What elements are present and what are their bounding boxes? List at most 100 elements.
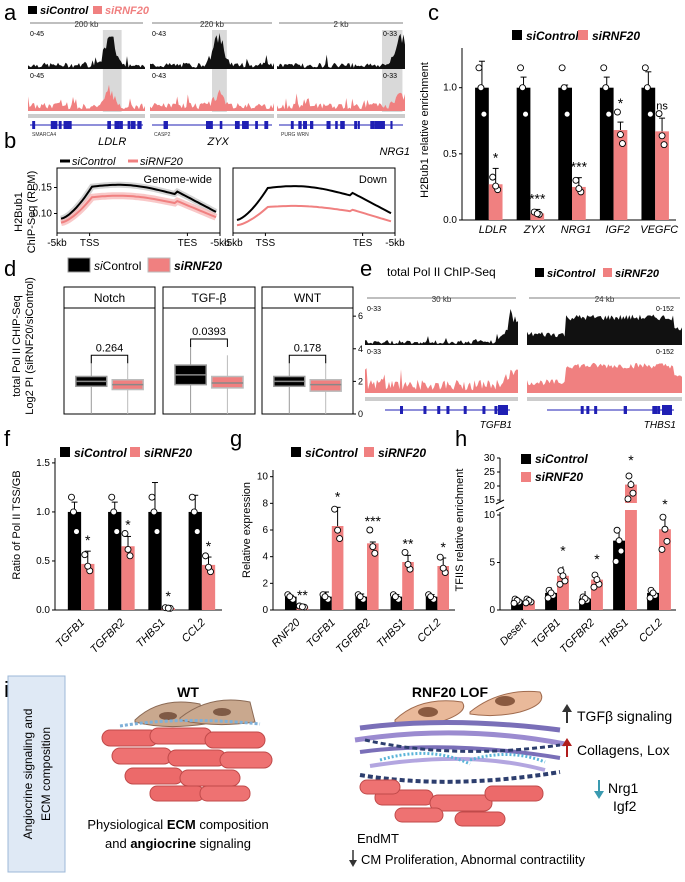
legend-sirnf20-d: siRNF20 [174, 259, 222, 273]
data-point [629, 489, 637, 497]
bar-sirnf20 [655, 131, 669, 220]
legend-sirnf20-f: siRNF20 [144, 446, 192, 460]
bar-sirnf20 [591, 579, 603, 610]
y-tick-label: 1.0 [36, 507, 50, 518]
panel-e-track-1: 30 kb 0-33 0-33 TGFB1 [365, 295, 518, 431]
significance-label: *** [365, 513, 382, 529]
data-point [563, 110, 571, 118]
y-tick-label: 8 [262, 498, 268, 509]
gene-exon [264, 121, 269, 129]
p-value: 0.264 [96, 342, 124, 354]
small-gene-label: SMARCA4 [32, 132, 56, 138]
gene-exon [137, 121, 142, 129]
scale-label: 2 kb [333, 20, 349, 29]
bar-sirnf20 [613, 130, 628, 220]
panel-f-legend: siControl siRNF20 [60, 446, 192, 460]
panel-b-ylabel-2: ChIP-Seq (RPM) [26, 171, 38, 254]
gene-exon [303, 121, 307, 129]
data-point [547, 589, 555, 597]
panel-h-legend: siControl siRNF20 [521, 452, 588, 484]
gene-label: NRG1 [379, 146, 410, 158]
panel-d-ylabel-1: total Pol II CHIP-Seq [11, 295, 23, 397]
y-tick-label: 30 [484, 453, 496, 464]
panel-e-tracks: 30 kb 0-33 0-33 TGFB1 24 kb 0-152 0-152 THBS1 [365, 295, 682, 431]
legend-sirnf20-a: siRNF20 [105, 5, 150, 17]
comparison-bracket [288, 354, 327, 364]
gene-exon [219, 121, 223, 129]
data-point [627, 481, 635, 489]
significance-label: * [662, 496, 668, 512]
gene-exon [623, 406, 627, 414]
data-point [401, 548, 409, 556]
data-point [331, 505, 339, 513]
panel-d-group-1: Notch 0.264 [63, 286, 156, 415]
legend-sicontrol-b: siControl [72, 156, 116, 168]
facet-frame [261, 307, 354, 415]
y-tick-label: 0 [262, 605, 268, 616]
panel-d-group-2: TGF-β 0.0393 [162, 286, 256, 415]
data-point [617, 547, 625, 555]
data-point [600, 64, 608, 72]
bar-sirnf20 [331, 526, 344, 610]
panel-a-legend: siControl siRNF20 [28, 5, 150, 17]
comparison-bracket [190, 338, 228, 347]
significance-label: * [206, 538, 212, 554]
significance-label: * [440, 539, 446, 555]
data-point [558, 64, 566, 72]
y-tick-label: 6 [262, 525, 268, 536]
data-point [658, 545, 666, 553]
y-tick-label: 0.0 [36, 605, 50, 616]
gene-exon [374, 121, 379, 129]
data-point [336, 535, 344, 543]
panel-i-down-1: Nrg1 [608, 780, 639, 796]
panel-i-cm-line: CM Proliferation, Abnormal contractility [361, 852, 585, 867]
bar-sirnf20 [659, 529, 671, 610]
category-label: CCL2 [180, 617, 208, 645]
y-tick-label: 10 [484, 510, 496, 521]
significance-label: * [493, 149, 499, 165]
category-label: CCL2 [415, 617, 443, 645]
data-point [110, 508, 118, 516]
plot-title: Down [359, 174, 387, 186]
rnf-range: 0-33 [383, 73, 397, 80]
data-point [150, 508, 158, 516]
data-point [188, 493, 196, 501]
data-point [593, 576, 601, 584]
data-point [68, 493, 75, 501]
gene-exon [107, 121, 111, 129]
bar-sicontrol [108, 511, 122, 610]
data-point [121, 530, 129, 537]
gene-exon [114, 121, 120, 129]
data-point [544, 594, 552, 602]
data-point [202, 552, 209, 560]
small-gene-label: PURG WRN [281, 132, 309, 138]
panel-c-chart: 0.0 0.5 1.0 * LDLR *** ZYX *** NRG1 * IGF2 ns VEGFC [443, 48, 678, 236]
category-label: TGFB1 [530, 617, 564, 651]
facet-title: Notch [94, 291, 125, 305]
y-tick-label: 10 [257, 472, 269, 483]
gene-exon [378, 121, 383, 129]
data-point [475, 64, 483, 72]
panel-d-group-3: WNT 0.178 [261, 286, 354, 415]
legend-sicontrol-h: siControl [535, 452, 588, 466]
gene-exon [652, 406, 656, 414]
gene-exon [423, 406, 427, 414]
gene-exon [255, 121, 258, 129]
data-point [575, 185, 583, 193]
gene-exon [63, 121, 69, 129]
data-point [113, 528, 121, 535]
data-point [602, 84, 610, 92]
category-label: TGFBR2 [334, 617, 373, 656]
data-point [81, 551, 89, 559]
gene-exon [54, 121, 58, 129]
data-point [190, 508, 198, 516]
gene-exon [130, 121, 136, 129]
rnf-profile [60, 194, 217, 224]
significance-label: ns [656, 101, 668, 113]
significance-label: * [85, 532, 91, 548]
panel-letter-e: e [360, 256, 372, 281]
y-tick-label: 2 [358, 376, 363, 386]
bar-sirnf20 [367, 543, 379, 610]
data-point [404, 560, 412, 568]
panel-i-up-arrow-2 [562, 738, 572, 757]
